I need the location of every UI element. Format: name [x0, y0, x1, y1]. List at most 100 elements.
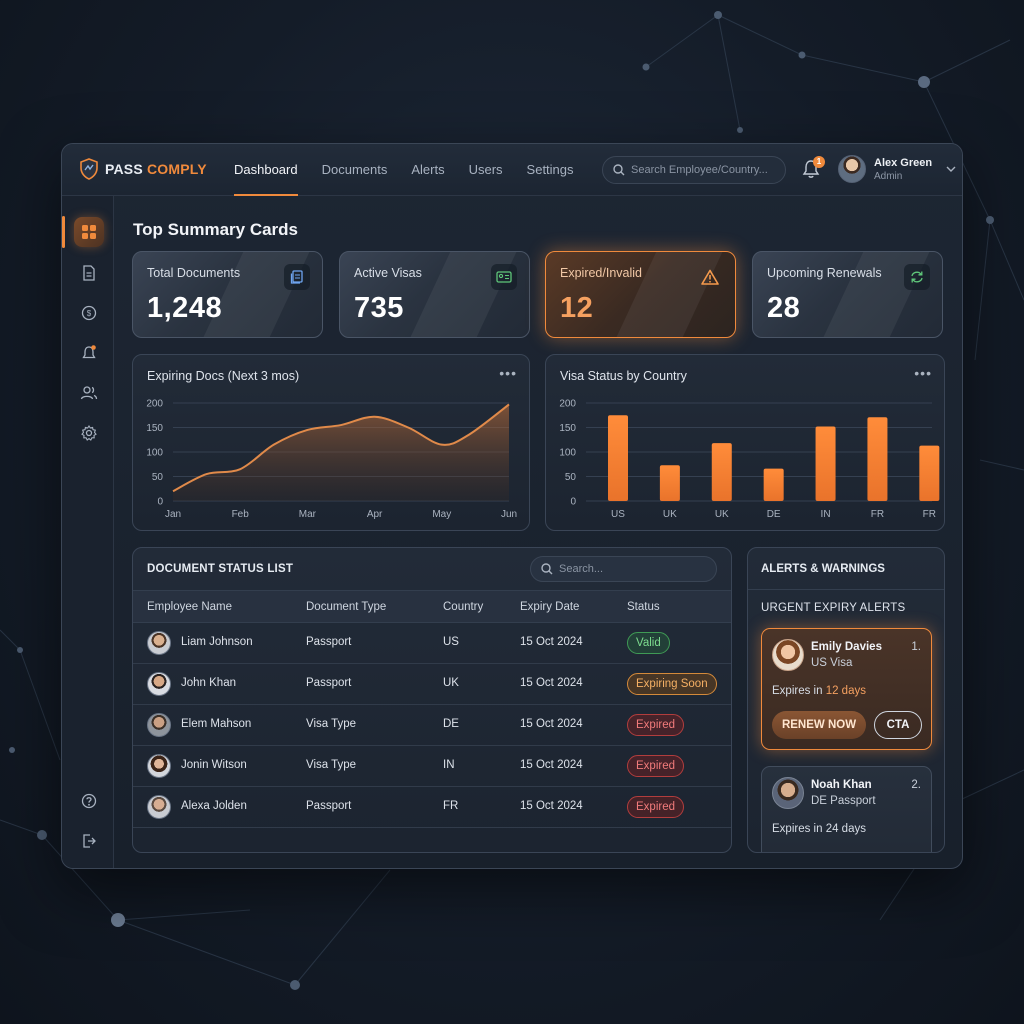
user-name: Alex Green [874, 156, 933, 169]
summary-card-upcoming-renewals[interactable]: Upcoming Renewals 28 [752, 251, 943, 338]
bar[interactable] [867, 417, 888, 501]
table-row[interactable]: Liam Johnson Passport US 15 Oct 2024 Val… [133, 623, 731, 664]
table-header: Employee Name Document Type Country Expi… [133, 590, 731, 623]
x-tick-label: FR [871, 509, 884, 520]
table-search-input[interactable] [559, 563, 699, 575]
more-options-icon[interactable]: ••• [914, 365, 932, 381]
sidebar: $ [62, 196, 114, 868]
table-row[interactable]: Elem Mahson Visa Type DE 15 Oct 2024 Exp… [133, 705, 731, 746]
nav-alerts[interactable]: Alerts [411, 162, 445, 177]
logout-icon [83, 834, 96, 848]
sidebar-item-documents[interactable] [74, 258, 104, 288]
employee-avatar [147, 795, 171, 819]
alerts-title: ALERTS & WARNINGS [761, 563, 885, 575]
divider [748, 589, 944, 590]
table-row[interactable]: John Khan Passport UK 15 Oct 2024 Expiri… [133, 664, 731, 705]
y-tick-label: 50 [152, 472, 164, 483]
card-label: Active Visas [354, 266, 422, 280]
y-tick-label: 100 [146, 448, 163, 459]
sidebar-item-billing[interactable]: $ [74, 298, 104, 328]
summary-card-active-visas[interactable]: Active Visas 735 [339, 251, 530, 338]
search-icon [613, 164, 625, 176]
alert-card-urgent[interactable]: Emily Davies US Visa 1. Expires in 12 da… [761, 628, 932, 750]
column-header[interactable]: Status [627, 601, 660, 613]
y-tick-label: 150 [146, 423, 163, 434]
country: IN [443, 759, 455, 771]
alerts-panel: ALERTS & WARNINGS URGENT EXPIRY ALERTS E… [747, 547, 945, 853]
table-search[interactable] [530, 556, 717, 582]
sidebar-item-help[interactable] [74, 786, 104, 816]
help-icon [81, 793, 97, 809]
expiry-prefix: Expires in [772, 823, 826, 835]
card-value: 735 [354, 292, 404, 324]
alert-card[interactable]: Noah Khan DE Passport 2. Expires in 24 d… [761, 766, 932, 852]
status-badge: Expired [627, 714, 684, 736]
sidebar-item-users[interactable] [74, 378, 104, 408]
summary-card-total-documents[interactable]: Total Documents 1,248 [132, 251, 323, 338]
alert-expiry: Expires in 24 days [772, 823, 866, 835]
alert-document: US Visa [811, 657, 853, 669]
document-type: Visa Type [306, 759, 357, 771]
expiring-docs-chart-panel: Expiring Docs (Next 3 mos) ••• 200 150 100… [132, 354, 530, 531]
column-header[interactable]: Expiry Date [520, 601, 580, 613]
expiry-date: 15 Oct 2024 [520, 718, 583, 730]
column-header[interactable]: Document Type [306, 601, 387, 613]
bar[interactable] [711, 443, 732, 501]
nav-dashboard[interactable]: Dashboard [222, 144, 310, 196]
table-title: DOCUMENT STATUS LIST [147, 563, 294, 575]
x-tick-label: UK [663, 509, 677, 520]
users-icon [80, 386, 98, 400]
x-tick-label: FR [923, 509, 936, 520]
table-row[interactable]: Alexa Jolden Passport FR 15 Oct 2024 Exp… [133, 787, 731, 828]
bar[interactable] [659, 465, 680, 501]
renew-now-button[interactable]: RENEW NOW [772, 711, 866, 739]
bar[interactable] [919, 445, 940, 501]
sidebar-item-alerts[interactable] [74, 338, 104, 368]
nav-users[interactable]: Users [468, 162, 503, 177]
cta-button[interactable]: CTA [874, 711, 922, 739]
employee-avatar [147, 631, 171, 655]
sidebar-item-settings[interactable] [74, 418, 104, 448]
alert-avatar [772, 777, 804, 809]
area-line [172, 403, 510, 493]
y-tick-label: 150 [559, 423, 576, 434]
nav-documents[interactable]: Documents [321, 162, 388, 177]
alert-expiry: Expires in 12 days [772, 685, 866, 697]
user-role: Admin [874, 170, 903, 182]
user-menu[interactable]: Alex Green Admin [838, 155, 956, 183]
brand[interactable]: PASS COMPLY [79, 158, 207, 180]
notifications-button[interactable]: 1 [802, 156, 825, 181]
summary-card-expired-invalid[interactable]: Expired/Invalid 12 [545, 251, 736, 338]
expiry-prefix: Expires in [772, 685, 826, 697]
country: DE [443, 718, 459, 730]
y-tick-label: 0 [157, 497, 163, 508]
bar[interactable] [763, 468, 784, 501]
sidebar-item-dashboard[interactable] [74, 217, 104, 247]
x-tick-label: Mar [299, 509, 317, 520]
bar[interactable] [608, 415, 628, 501]
x-tick-label: DE [767, 509, 781, 520]
country: FR [443, 800, 459, 812]
more-options-icon[interactable]: ••• [499, 365, 517, 381]
card-icon-wrap [491, 264, 517, 290]
alert-employee-name: Noah Khan [811, 779, 872, 791]
global-search[interactable] [602, 156, 786, 184]
column-header[interactable]: Country [443, 601, 484, 613]
table-row[interactable]: Jonin Witson Visa Type IN 15 Oct 2024 Ex… [133, 746, 731, 787]
employee-name: Liam Johnson [181, 636, 253, 648]
bar[interactable] [815, 426, 836, 501]
employee-name: John Khan [181, 677, 236, 689]
top-bar: PASS COMPLY Dashboard Documents Alerts U… [62, 144, 962, 196]
alert-index: 1. [911, 641, 921, 653]
chart-title: Expiring Docs (Next 3 mos) [147, 369, 300, 383]
document-type: Passport [306, 677, 352, 689]
alert-document: DE Passport [811, 795, 876, 807]
global-search-input[interactable] [631, 164, 771, 176]
nav-settings[interactable]: Settings [526, 162, 574, 177]
sidebar-item-logout[interactable] [74, 826, 104, 856]
x-tick-label: US [611, 509, 625, 520]
column-header[interactable]: Employee Name [147, 601, 233, 613]
id-card-icon [496, 271, 512, 283]
card-label: Upcoming Renewals [767, 266, 882, 280]
